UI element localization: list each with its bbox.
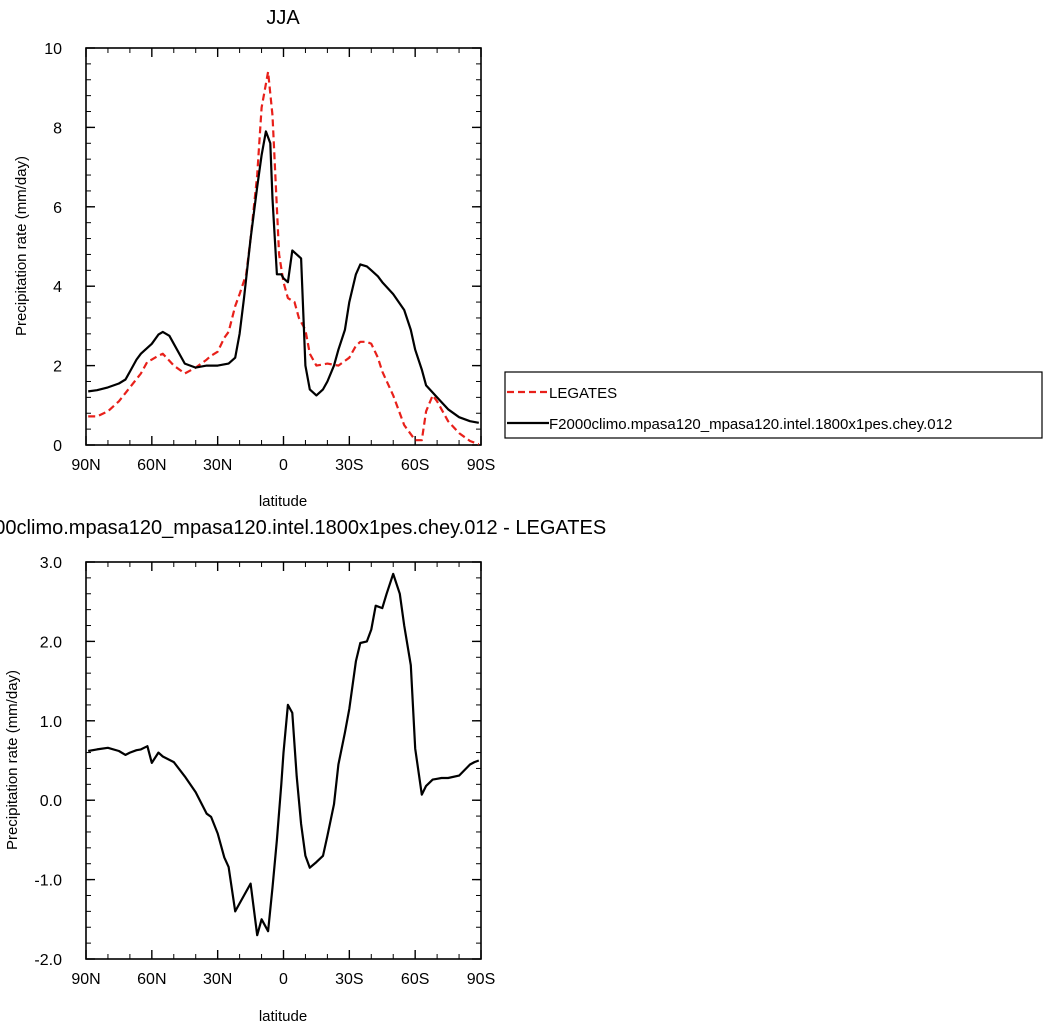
- x-tick-label: 30N: [203, 457, 232, 474]
- legend-box: [504, 371, 1043, 439]
- plot-frame: [85, 47, 482, 446]
- x-axis-label-difference: latitude: [259, 1008, 307, 1025]
- series-line-legates: [88, 70, 480, 446]
- series-line-difference: [88, 572, 480, 937]
- y-tick-label: 3.0: [40, 555, 62, 572]
- y-tick-label: 6: [53, 200, 62, 217]
- y-tick-label: 2: [53, 359, 62, 376]
- x-tick-label: 60S: [401, 457, 429, 474]
- y-tick-label: 0: [53, 438, 62, 455]
- legend: LEGATES F2000climo.mpasa120_mpasa120.int…: [504, 371, 1043, 439]
- y-axis-label-difference: Precipitation rate (mm/day): [4, 670, 21, 850]
- legend-label-model: F2000climo.mpasa120_mpasa120.intel.1800x…: [549, 416, 952, 433]
- x-tick-label: 90N: [71, 971, 100, 988]
- y-tick-label: 8: [53, 120, 62, 137]
- x-tick-label: 90S: [467, 457, 495, 474]
- x-tick-label: 60N: [137, 971, 166, 988]
- chart-title-difference: F2000climo.mpasa120_mpasa120.intel.1800x…: [0, 517, 606, 539]
- x-tick-label: 60S: [401, 971, 429, 988]
- series-group-difference: [88, 572, 480, 937]
- chart-title: JJA: [266, 7, 300, 29]
- x-tick-label: 0: [279, 971, 288, 988]
- tick-group: 90N 60N 30N 0 30S 60S 90S 0 2 4 6 8 10: [44, 41, 495, 474]
- x-tick-label: 30S: [335, 457, 363, 474]
- series-group: [88, 70, 480, 446]
- x-tick-label: 30S: [335, 971, 363, 988]
- y-tick-label: 1.0: [40, 714, 62, 731]
- y-tick-label: -2.0: [34, 952, 62, 969]
- y-tick-label: -1.0: [34, 873, 62, 890]
- x-tick-label: 0: [279, 457, 288, 474]
- x-tick-label: 90S: [467, 971, 495, 988]
- y-tick-label: 0.0: [40, 793, 62, 810]
- y-axis-label: Precipitation rate (mm/day): [13, 156, 30, 336]
- y-tick-label: 10: [44, 41, 62, 58]
- bottom-chart-panel: F2000climo.mpasa120_mpasa120.intel.1800x…: [0, 517, 606, 1025]
- series-line-model: [88, 130, 479, 424]
- legend-label-legates: LEGATES: [549, 385, 617, 402]
- tick-group-difference: 90N 60N 30N 0 30S 60S 90S -2.0 -1.0 0.0 1.0 2.0 3.0: [34, 555, 495, 988]
- y-tick-label: 2.0: [40, 634, 62, 651]
- y-tick-label: 4: [53, 279, 62, 296]
- x-axis-label: latitude: [259, 493, 307, 510]
- x-tick-label: 90N: [71, 457, 100, 474]
- x-tick-label: 30N: [203, 971, 232, 988]
- x-tick-label: 60N: [137, 457, 166, 474]
